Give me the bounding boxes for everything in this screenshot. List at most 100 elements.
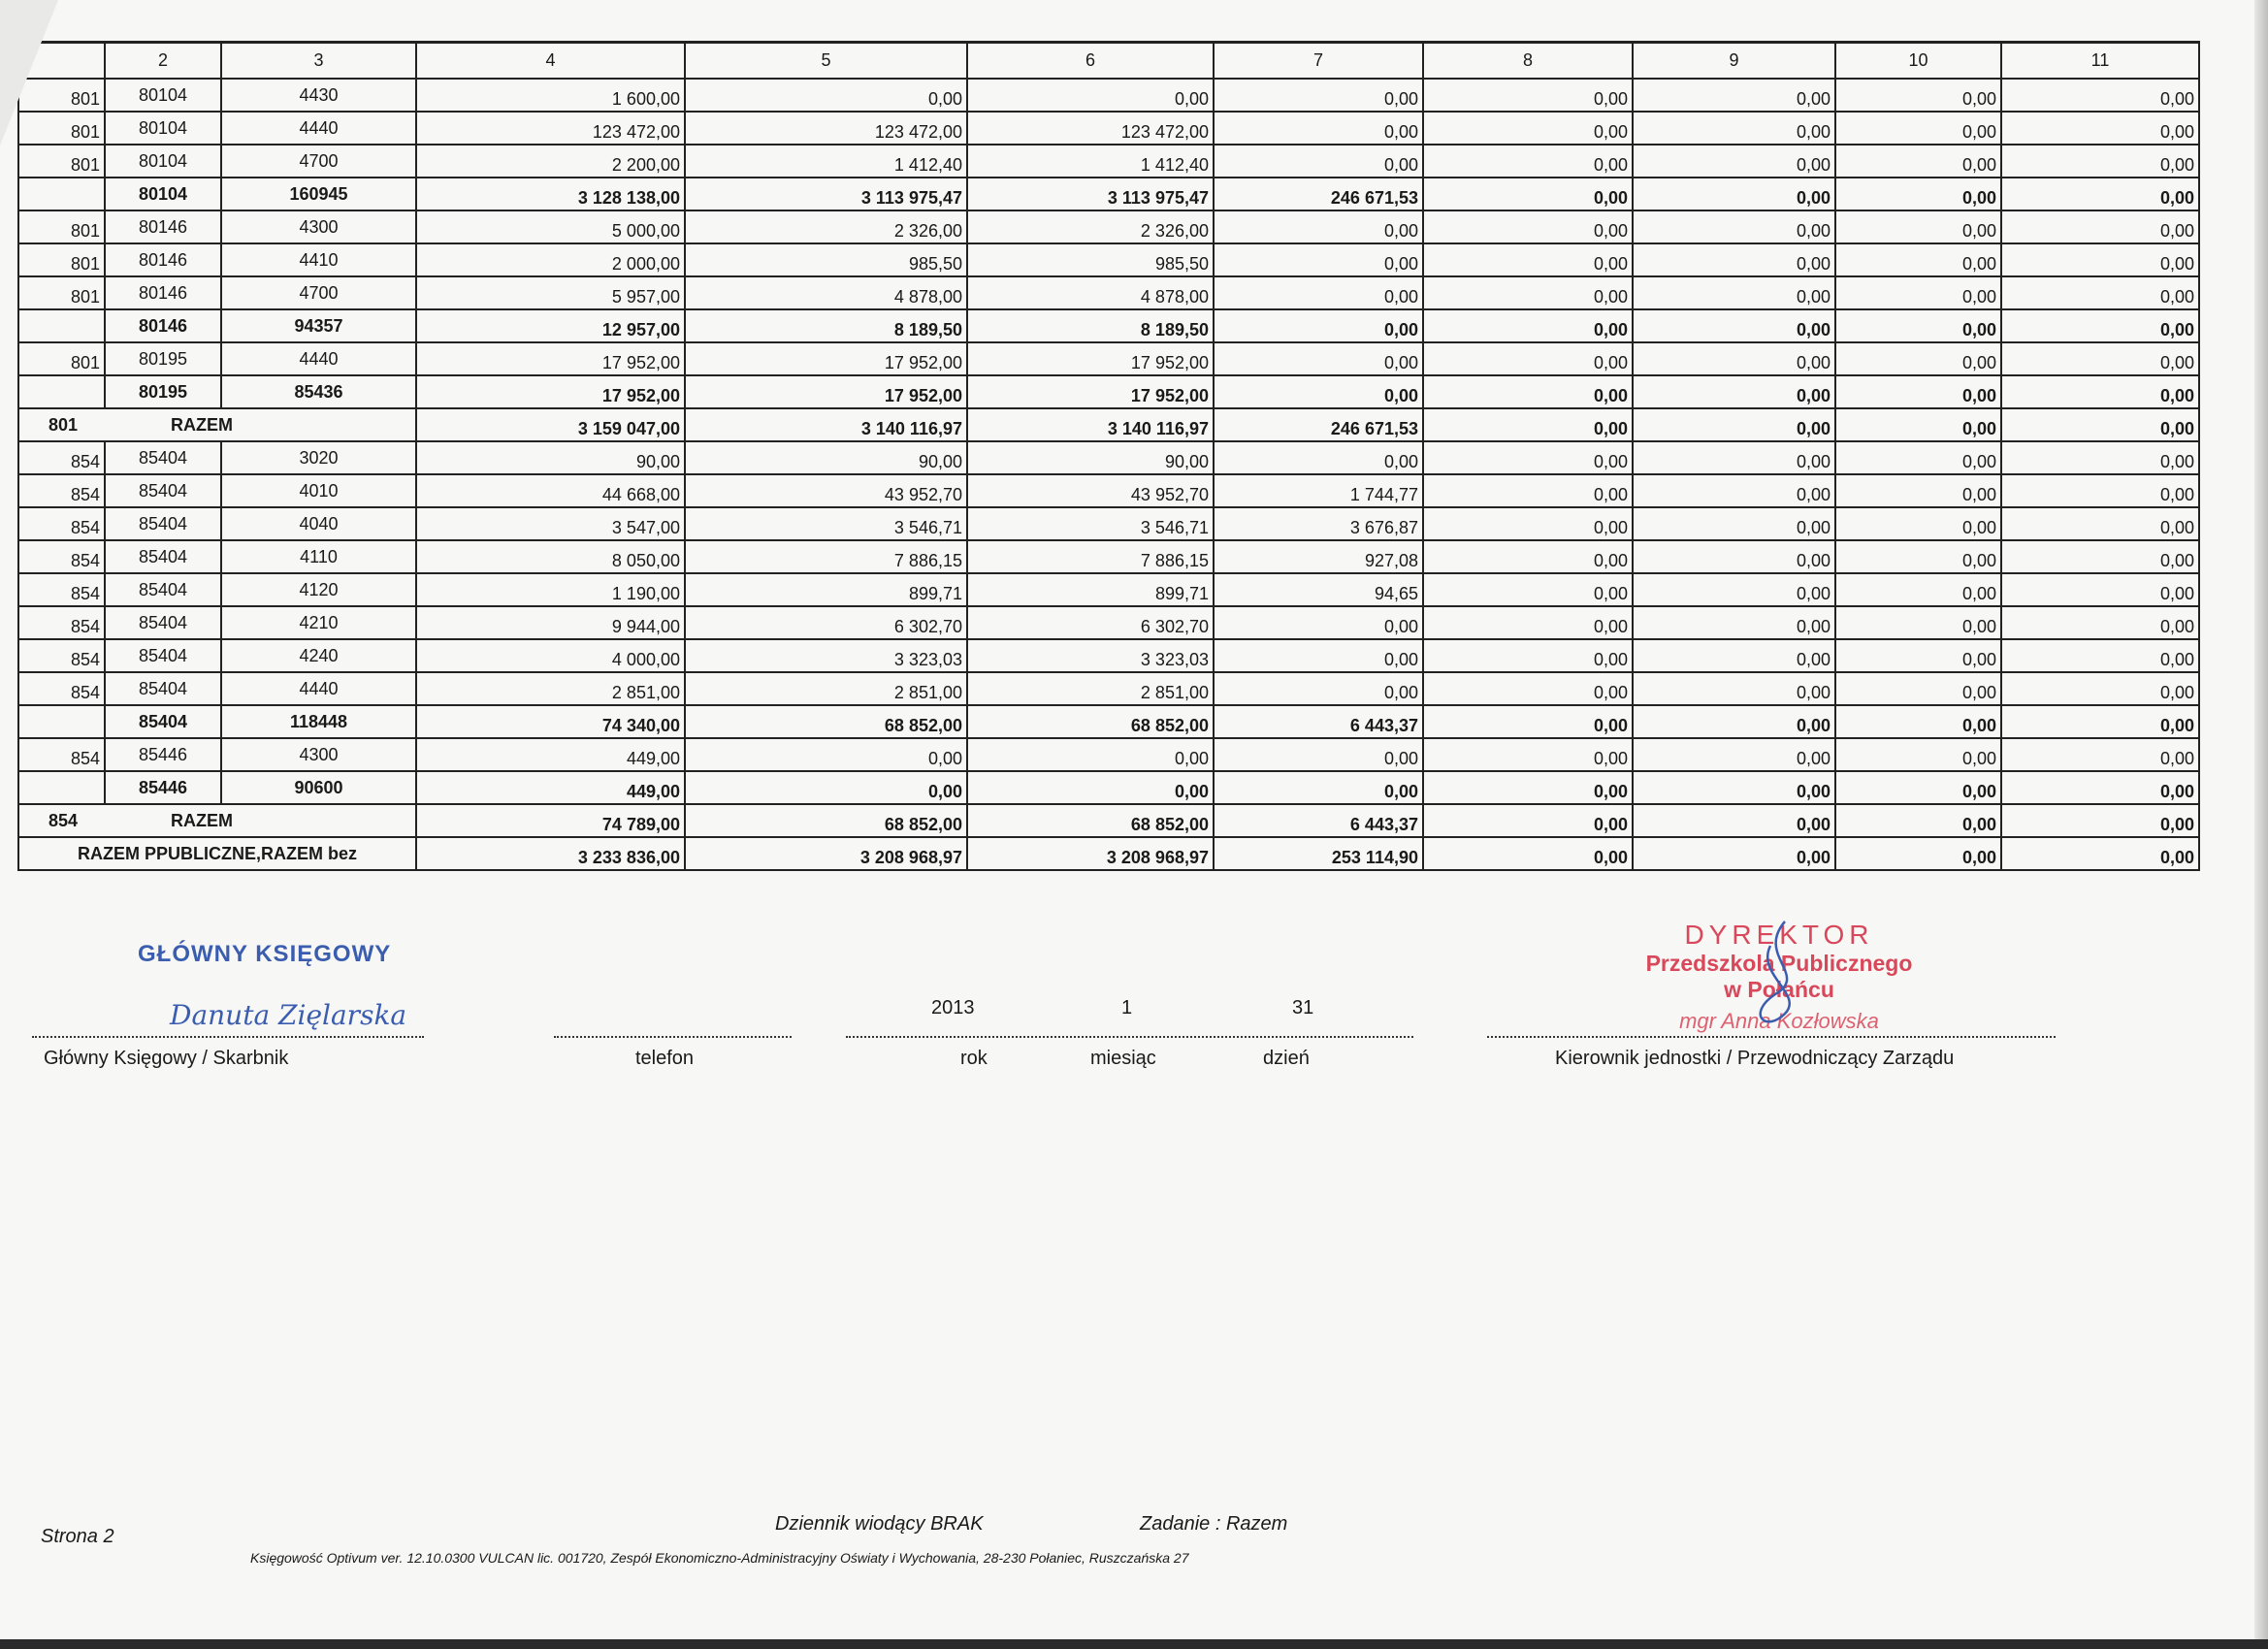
value-cell-col9: 0,00 [1632, 440, 1836, 475]
chapter-cell: 801 [17, 210, 106, 244]
accountant-signature: Danuta Zięlarska [170, 999, 407, 1031]
table-row-sum: 85446 90600 449,00 0,00 0,00 0,00 0,00 0,00 0,00… [17, 770, 2200, 805]
section-cell: 85404 [104, 440, 222, 475]
value-cell-col10: 0,00 [1834, 111, 2002, 146]
software-info: Księgowość Optivum ver. 12.10.0300 VULCA… [250, 1550, 1189, 1566]
section-cell: 80195 [104, 374, 222, 409]
value-cell-col6: 8 189,50 [966, 308, 1215, 343]
value-cell-col6: 1 412,40 [966, 144, 1215, 178]
table-row-razem: 801 RAZEM 3 159 047,00 3 140 116,97 3 140 11… [17, 407, 2200, 442]
accountant-label: Główny Księgowy / Skarbnik [44, 1048, 289, 1069]
value-cell-col10: 0,00 [1834, 144, 2002, 178]
header-cell: 11 [2000, 41, 2200, 80]
value-cell-col5: 90,00 [684, 440, 968, 475]
value-cell-col5: 3 140 116,97 [684, 407, 968, 442]
value-cell-col4: 74 789,00 [415, 803, 686, 838]
chapter-code: 854 [49, 810, 79, 830]
chapter-cell: 801 [17, 275, 106, 310]
chapter-cell [17, 770, 106, 805]
value-cell-col7: 1 744,77 [1213, 473, 1424, 508]
header-row: 2 3 4 5 6 7 8 9 10 11 [17, 41, 2200, 80]
table-row-sum: 80195 85436 17 952,00 17 952,00 17 952,00 0,0… [17, 374, 2200, 409]
section-cell: 80146 [104, 210, 222, 244]
paragraph-cell: 90600 [220, 770, 417, 805]
value-cell-col8: 0,00 [1422, 770, 1634, 805]
chapter-cell: 854 [17, 638, 106, 673]
value-cell-col7: 0,00 [1213, 374, 1424, 409]
table-row-item: 801 80146 4700 5 957,00 4 878,00 4 878,00 0,00… [17, 275, 2200, 310]
paragraph-cell: 118448 [220, 704, 417, 739]
value-cell-col4: 12 957,00 [415, 308, 686, 343]
value-cell-col9: 0,00 [1632, 638, 1836, 673]
value-cell-col11: 0,00 [2000, 770, 2200, 805]
value-cell-col7: 0,00 [1213, 78, 1424, 113]
value-cell-col4: 3 128 138,00 [415, 177, 686, 211]
value-cell-col7: 0,00 [1213, 737, 1424, 772]
paragraph-cell: 4110 [220, 539, 417, 574]
value-cell-col4: 3 547,00 [415, 506, 686, 541]
paragraph-cell: 4240 [220, 638, 417, 673]
value-cell-col6: 3 113 975,47 [966, 177, 1215, 211]
value-cell-col10: 0,00 [1834, 671, 2002, 706]
value-cell-col9: 0,00 [1632, 341, 1836, 376]
chapter-code: 801 [49, 414, 79, 435]
journal-info: Dziennik wiodący BRAK [775, 1513, 984, 1535]
paragraph-cell: 160945 [220, 177, 417, 211]
value-cell-col4: 2 200,00 [415, 144, 686, 178]
value-cell-col9: 0,00 [1632, 78, 1836, 113]
value-cell-col4: 8 050,00 [415, 539, 686, 574]
value-cell-col10: 0,00 [1834, 770, 2002, 805]
value-cell-col5: 123 472,00 [684, 111, 968, 146]
value-cell-col7: 6 443,37 [1213, 704, 1424, 739]
value-cell-col4: 1 600,00 [415, 78, 686, 113]
table-row-item: 854 85404 4040 3 547,00 3 546,71 3 546,71 3 67… [17, 506, 2200, 541]
value-cell-col11: 0,00 [2000, 836, 2200, 871]
value-cell-col8: 0,00 [1422, 605, 1634, 640]
month-value: 1 [1121, 997, 1133, 1018]
value-cell-col7: 253 114,90 [1213, 836, 1424, 871]
value-cell-col11: 0,00 [2000, 737, 2200, 772]
value-cell-col11: 0,00 [2000, 78, 2200, 113]
paragraph-cell: 4210 [220, 605, 417, 640]
value-cell-col9: 0,00 [1632, 704, 1836, 739]
value-cell-col11: 0,00 [2000, 111, 2200, 146]
value-cell-col11: 0,00 [2000, 671, 2200, 706]
value-cell-col9: 0,00 [1632, 407, 1836, 442]
section-cell: 80104 [104, 78, 222, 113]
paragraph-cell: 4300 [220, 737, 417, 772]
accountant-dotted-line [32, 1036, 424, 1038]
value-cell-col10: 0,00 [1834, 539, 2002, 574]
value-cell-col4: 9 944,00 [415, 605, 686, 640]
value-cell-col10: 0,00 [1834, 210, 2002, 244]
value-cell-col4: 5 957,00 [415, 275, 686, 310]
value-cell-col9: 0,00 [1632, 177, 1836, 211]
value-cell-col11: 0,00 [2000, 572, 2200, 607]
value-cell-col7: 3 676,87 [1213, 506, 1424, 541]
chapter-cell: 854 [17, 473, 106, 508]
table-row-item: 854 85404 3020 90,00 90,00 90,00 0,00 0,00 0,00 0… [17, 440, 2200, 475]
chapter-cell: 854 [17, 572, 106, 607]
value-cell-col7: 0,00 [1213, 308, 1424, 343]
value-cell-col11: 0,00 [2000, 704, 2200, 739]
value-cell-col5: 985,50 [684, 242, 968, 277]
value-cell-col6: 3 546,71 [966, 506, 1215, 541]
value-cell-col6: 0,00 [966, 770, 1215, 805]
value-cell-col11: 0,00 [2000, 308, 2200, 343]
value-cell-col8: 0,00 [1422, 704, 1634, 739]
chapter-cell: 854 [17, 605, 106, 640]
section-cell: 80146 [104, 308, 222, 343]
value-cell-col6: 123 472,00 [966, 111, 1215, 146]
value-cell-col8: 0,00 [1422, 374, 1634, 409]
value-cell-col6: 3 140 116,97 [966, 407, 1215, 442]
value-cell-col4: 3 159 047,00 [415, 407, 686, 442]
value-cell-col10: 0,00 [1834, 704, 2002, 739]
value-cell-col5: 3 113 975,47 [684, 177, 968, 211]
value-cell-col6: 3 323,03 [966, 638, 1215, 673]
value-cell-col5: 68 852,00 [684, 803, 968, 838]
table-row-item: 854 85404 4110 8 050,00 7 886,15 7 886,15 927,… [17, 539, 2200, 574]
value-cell-col6: 2 851,00 [966, 671, 1215, 706]
value-cell-col8: 0,00 [1422, 78, 1634, 113]
value-cell-col11: 0,00 [2000, 407, 2200, 442]
value-cell-col5: 3 323,03 [684, 638, 968, 673]
value-cell-col6: 17 952,00 [966, 341, 1215, 376]
